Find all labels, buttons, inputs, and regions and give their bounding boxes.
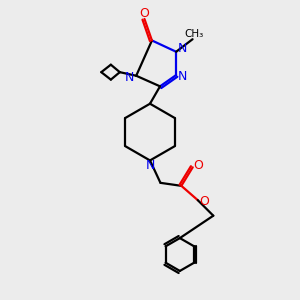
Text: N: N: [125, 71, 134, 84]
Text: O: O: [199, 195, 209, 208]
Text: O: O: [139, 7, 149, 20]
Text: O: O: [193, 159, 203, 172]
Text: N: N: [178, 70, 188, 83]
Text: CH₃: CH₃: [184, 29, 204, 39]
Text: N: N: [145, 159, 155, 172]
Text: N: N: [178, 42, 188, 55]
